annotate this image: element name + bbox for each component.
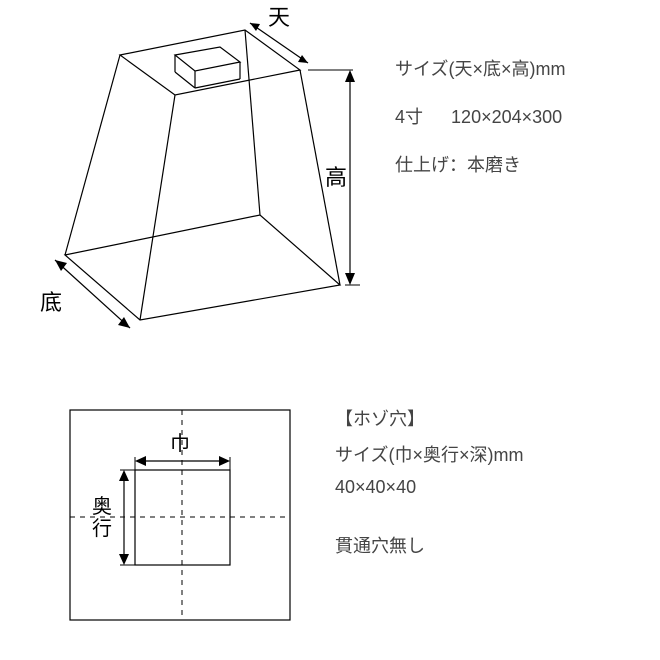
- label-height: 高: [325, 165, 347, 190]
- mortise-size-label: サイズ(巾×奥行×深)mm: [335, 441, 523, 467]
- frustum-diagram: 天 高 底: [0, 0, 370, 335]
- mortise-plan-diagram: 巾 奥 行: [50, 395, 310, 640]
- label-bottom: 底: [40, 290, 62, 315]
- mortise-top-opening: [175, 47, 240, 71]
- label-depth-2: 行: [92, 517, 112, 540]
- finish-line: 仕上げ：本磨き: [395, 151, 565, 177]
- lower-text-block: 【ホゾ穴】 サイズ(巾×奥行×深)mm 40×40×40 貫通穴無し: [335, 405, 523, 580]
- label-top: 天: [268, 5, 290, 30]
- size-value: 120×204×300: [451, 107, 562, 127]
- mortise-note: 貫通穴無し: [335, 532, 523, 558]
- size-prefix: 4寸: [395, 107, 423, 127]
- mortise-title: 【ホゾ穴】: [335, 405, 523, 431]
- size-label-line: サイズ(天×底×高)mm: [395, 55, 565, 81]
- frustum-bottom-face: [65, 215, 340, 320]
- upper-text-block: サイズ(天×底×高)mm 4寸 120×204×300 仕上げ：本磨き: [395, 55, 565, 199]
- dim-bottom: 底: [40, 260, 130, 328]
- mortise-size-value: 40×40×40: [335, 477, 523, 498]
- label-depth-1: 奥: [92, 495, 112, 518]
- label-width: 巾: [170, 432, 190, 455]
